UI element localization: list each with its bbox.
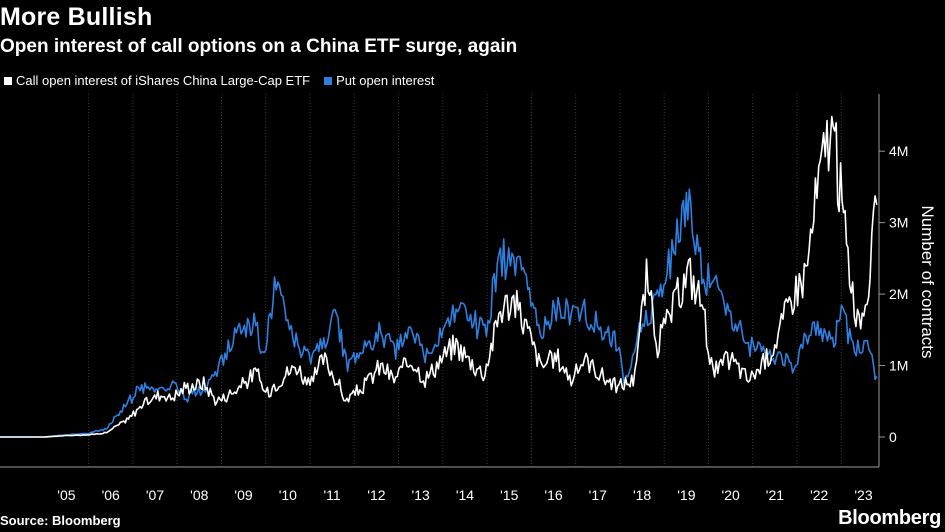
legend-swatch-put <box>324 76 333 85</box>
series-line-call <box>0 115 878 438</box>
x-tick-label: '19 <box>677 487 695 503</box>
chart-subtitle: Open interest of call options on a China… <box>0 36 518 57</box>
x-tick-label: '09 <box>234 487 252 503</box>
y-tick-label: 1M <box>889 358 908 374</box>
x-tick-label: '21 <box>766 487 784 503</box>
x-tick-label: '08 <box>190 487 208 503</box>
y-axis-ticks: 0 1M 2M 3M 4M <box>879 143 908 445</box>
x-tick-label: '10 <box>279 487 297 503</box>
x-tick-label: '13 <box>412 487 430 503</box>
legend-item-call: Call open interest of iShares China Larg… <box>4 73 310 88</box>
source-note: Source: Bloomberg <box>0 513 121 528</box>
x-tick-label: '15 <box>500 487 518 503</box>
grid-lines <box>88 94 842 467</box>
x-axis-ticks: '05 '06 '07 '08 '09 '10 '11 '12 '13 '14 '15 '16 '17 '… <box>57 487 873 503</box>
x-tick-label: '17 <box>589 487 607 503</box>
x-tick-label: '16 <box>544 487 562 503</box>
legend-label-call: Call open interest of iShares China Larg… <box>16 73 311 88</box>
series-group <box>0 115 878 438</box>
x-tick-label: '05 <box>57 487 75 503</box>
x-tick-label: '20 <box>722 487 740 503</box>
y-tick-label: 3M <box>889 215 908 231</box>
chart-title: More Bullish <box>0 3 153 31</box>
x-tick-label: '23 <box>854 487 872 503</box>
y-tick-label: 4M <box>889 143 908 159</box>
x-tick-label: '06 <box>102 487 120 503</box>
series-line-put <box>0 188 878 438</box>
bloomberg-logo: Bloomberg <box>838 507 941 529</box>
x-tick-label: '22 <box>810 487 828 503</box>
legend-swatch-call <box>4 76 12 85</box>
y-tick-label: 0 <box>889 429 897 445</box>
x-tick-label: '14 <box>456 487 474 503</box>
y-axis-label: Number of contracts <box>918 205 937 358</box>
legend-label-put: Put open interest <box>336 73 435 88</box>
y-tick-label: 2M <box>889 286 908 302</box>
legend: Call open interest of iShares China Larg… <box>4 73 434 88</box>
legend-item-put: Put open interest <box>324 73 434 88</box>
x-tick-label: '11 <box>324 487 341 503</box>
x-tick-label: '12 <box>367 487 385 503</box>
x-tick-label: '18 <box>633 487 651 503</box>
x-tick-label: '07 <box>146 487 164 503</box>
